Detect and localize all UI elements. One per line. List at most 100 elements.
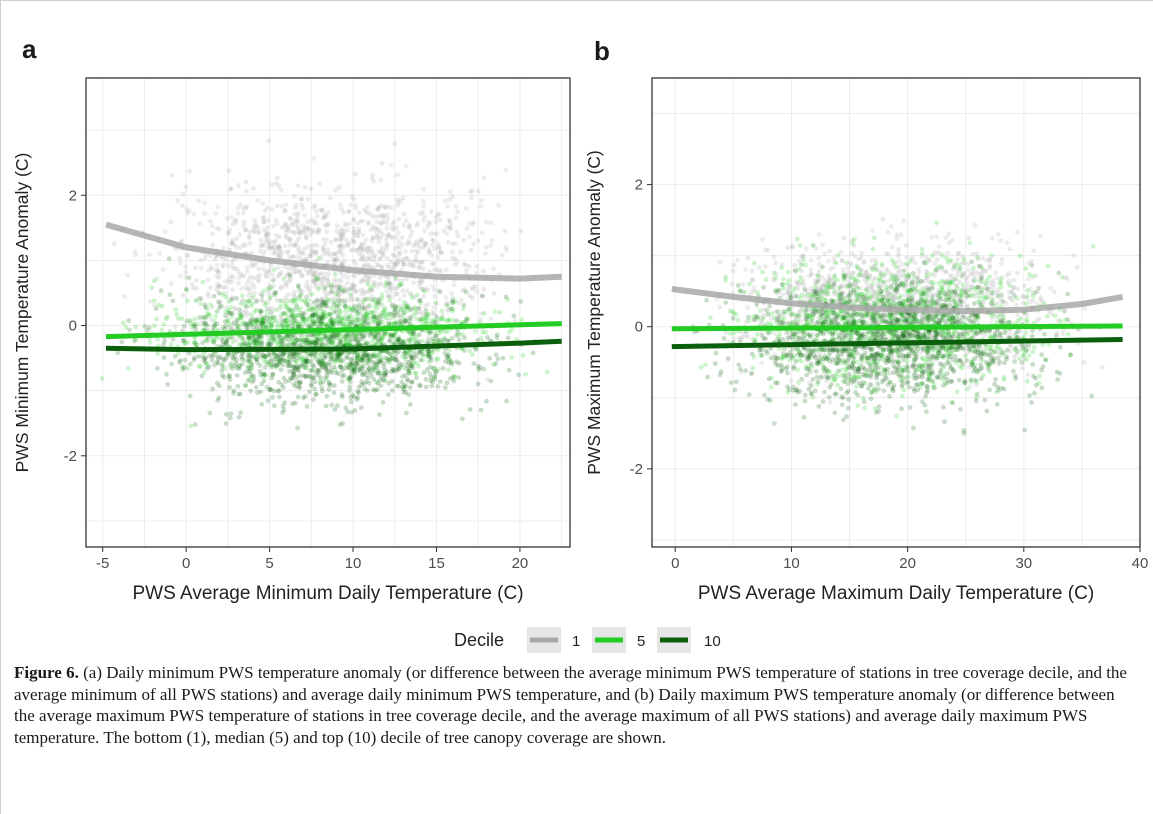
data-point-decile-1 bbox=[298, 288, 304, 294]
data-point-decile-1 bbox=[462, 287, 467, 292]
data-point-decile-10 bbox=[337, 284, 343, 290]
data-point-decile-5 bbox=[408, 337, 414, 343]
data-point-decile-5 bbox=[506, 329, 512, 335]
data-point-decile-1 bbox=[366, 277, 372, 282]
data-point-decile-1 bbox=[483, 250, 488, 256]
data-point-decile-10 bbox=[321, 299, 326, 304]
data-point-decile-1 bbox=[354, 248, 360, 253]
data-point-decile-1 bbox=[333, 237, 338, 243]
data-point-decile-1 bbox=[268, 263, 274, 268]
data-point-decile-10 bbox=[192, 355, 197, 361]
data-point-decile-10 bbox=[191, 322, 197, 328]
data-point-decile-1 bbox=[382, 205, 388, 211]
data-point-decile-1 bbox=[261, 219, 267, 224]
data-point-decile-10 bbox=[253, 384, 259, 390]
data-point-decile-5 bbox=[133, 324, 139, 330]
data-point-decile-1 bbox=[474, 263, 480, 269]
data-point-decile-10 bbox=[218, 303, 224, 309]
data-point-decile-1 bbox=[890, 244, 895, 250]
data-point-decile-1 bbox=[339, 243, 344, 248]
data-point-decile-1 bbox=[320, 299, 325, 304]
data-point-decile-1 bbox=[416, 298, 422, 304]
data-point-decile-1 bbox=[417, 297, 423, 303]
data-point-decile-1 bbox=[394, 291, 399, 297]
data-point-decile-1 bbox=[368, 248, 374, 254]
data-point-decile-5 bbox=[409, 329, 415, 335]
data-point-decile-10 bbox=[440, 365, 446, 371]
data-point-decile-10 bbox=[287, 369, 293, 374]
data-point-decile-10 bbox=[303, 394, 308, 399]
data-point-decile-1 bbox=[310, 339, 315, 344]
data-point-decile-1 bbox=[175, 198, 180, 204]
data-point-decile-1 bbox=[355, 220, 361, 226]
data-point-decile-1 bbox=[245, 310, 251, 316]
data-point-decile-1 bbox=[324, 275, 330, 280]
data-point-decile-1 bbox=[259, 297, 265, 303]
data-point-decile-10 bbox=[393, 304, 399, 310]
data-point-decile-1 bbox=[327, 334, 332, 340]
data-point-decile-1 bbox=[222, 279, 228, 284]
data-point-decile-1 bbox=[432, 294, 438, 299]
data-point-decile-5 bbox=[400, 354, 405, 359]
data-point-decile-1 bbox=[219, 326, 225, 332]
data-point-decile-1 bbox=[426, 249, 432, 255]
data-point-decile-1 bbox=[379, 160, 385, 166]
data-point-decile-5 bbox=[264, 308, 270, 314]
data-point-decile-10 bbox=[209, 357, 215, 363]
data-point-decile-5 bbox=[544, 369, 550, 375]
data-point-decile-1 bbox=[408, 314, 414, 319]
data-point-decile-1 bbox=[290, 221, 295, 227]
data-point-decile-1 bbox=[184, 253, 190, 258]
data-point-decile-1 bbox=[366, 274, 371, 280]
data-point-decile-1 bbox=[245, 287, 251, 292]
data-point-decile-1 bbox=[321, 215, 327, 221]
data-point-decile-5 bbox=[411, 336, 416, 342]
data-point-decile-1 bbox=[484, 245, 490, 251]
data-point-decile-1 bbox=[321, 309, 327, 314]
data-point-decile-1 bbox=[450, 295, 456, 301]
data-point-decile-10 bbox=[331, 321, 336, 327]
data-point-decile-10 bbox=[256, 334, 261, 340]
data-point-decile-1 bbox=[422, 241, 428, 247]
data-point-decile-1 bbox=[334, 284, 340, 290]
data-point-decile-1 bbox=[431, 311, 436, 316]
data-point-decile-1 bbox=[313, 305, 319, 310]
data-point-decile-5 bbox=[354, 313, 360, 319]
data-point-decile-1 bbox=[388, 234, 394, 240]
data-point-decile-5 bbox=[367, 285, 373, 291]
data-point-decile-1 bbox=[306, 269, 311, 275]
data-point-decile-10 bbox=[214, 359, 220, 365]
data-point-decile-1 bbox=[342, 297, 347, 303]
data-point-decile-1 bbox=[351, 196, 357, 202]
data-point-decile-5 bbox=[246, 350, 252, 356]
data-point-decile-1 bbox=[162, 229, 168, 235]
data-point-decile-1 bbox=[341, 262, 347, 267]
data-point-decile-1 bbox=[309, 314, 315, 319]
data-point-decile-10 bbox=[471, 361, 477, 366]
data-point-decile-1 bbox=[896, 258, 902, 264]
data-point-decile-5 bbox=[328, 312, 333, 318]
data-point-decile-1 bbox=[1052, 289, 1057, 295]
data-point-decile-1 bbox=[265, 237, 270, 243]
data-point-decile-1 bbox=[243, 227, 249, 233]
data-point-decile-10 bbox=[314, 277, 320, 283]
data-point-decile-1 bbox=[418, 309, 424, 315]
data-point-decile-1 bbox=[295, 210, 301, 216]
data-point-decile-1 bbox=[234, 245, 240, 251]
data-point-decile-1 bbox=[384, 289, 389, 294]
data-point-decile-5 bbox=[338, 316, 344, 322]
data-point-decile-1 bbox=[257, 272, 263, 278]
data-point-decile-1 bbox=[198, 257, 204, 263]
data-point-decile-10 bbox=[400, 384, 405, 390]
data-point-decile-5 bbox=[347, 322, 352, 327]
data-point-decile-10 bbox=[504, 398, 509, 404]
data-point-decile-10 bbox=[340, 358, 346, 363]
data-point-decile-1 bbox=[241, 242, 247, 247]
data-point-decile-1 bbox=[273, 247, 279, 252]
data-point-decile-1 bbox=[256, 230, 261, 236]
data-point-decile-5 bbox=[155, 351, 161, 356]
data-point-decile-10 bbox=[417, 317, 423, 322]
data-point-decile-1 bbox=[187, 208, 192, 214]
data-point-decile-1 bbox=[325, 298, 331, 304]
